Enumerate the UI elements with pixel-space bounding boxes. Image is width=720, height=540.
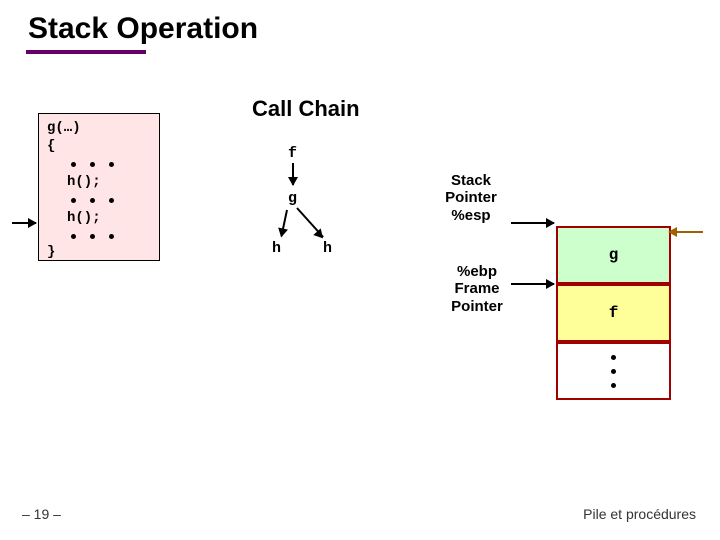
title-accent [26, 50, 146, 54]
code-line-4: h(); [67, 210, 101, 226]
frame-pointer-label: %ebp Frame Pointer [442, 263, 512, 315]
chain-node-f: f [288, 145, 297, 162]
page-title: Stack Operation [28, 12, 258, 46]
code-dots-2 [71, 198, 114, 203]
stack-cell-g: g [556, 226, 671, 284]
subtitle: Call Chain [252, 96, 360, 122]
arrow-into-code [12, 222, 36, 224]
arrow-stack-pointer [511, 222, 554, 224]
arrow-g-h2 [296, 207, 324, 237]
arrow-g-h1 [280, 210, 288, 237]
code-line-5: } [47, 244, 55, 260]
code-line-1: g(…) [47, 120, 81, 136]
stack-cell-g-label: g [609, 246, 619, 264]
stack-cell-empty [556, 342, 671, 400]
arrow-f-g [292, 163, 294, 185]
stack-cell-f: f [556, 284, 671, 342]
stack-dots [611, 355, 616, 388]
chain-node-h2: h [323, 240, 332, 257]
chain-node-g: g [288, 190, 297, 207]
code-dots-3 [71, 234, 114, 239]
stack-cell-f-label: f [609, 304, 619, 322]
stack-pointer-label: Stack Pointer %esp [431, 172, 511, 224]
footer-text: Pile et procédures [583, 506, 696, 522]
code-line-2: { [47, 138, 55, 154]
arrow-out-of-g [669, 231, 703, 233]
page-number: – 19 – [22, 506, 61, 522]
arrow-frame-pointer [511, 283, 554, 285]
chain-node-h1: h [272, 240, 281, 257]
code-line-3: h(); [67, 174, 101, 190]
code-box: g(…) { h(); h(); } [38, 113, 160, 261]
code-dots-1 [71, 162, 114, 167]
